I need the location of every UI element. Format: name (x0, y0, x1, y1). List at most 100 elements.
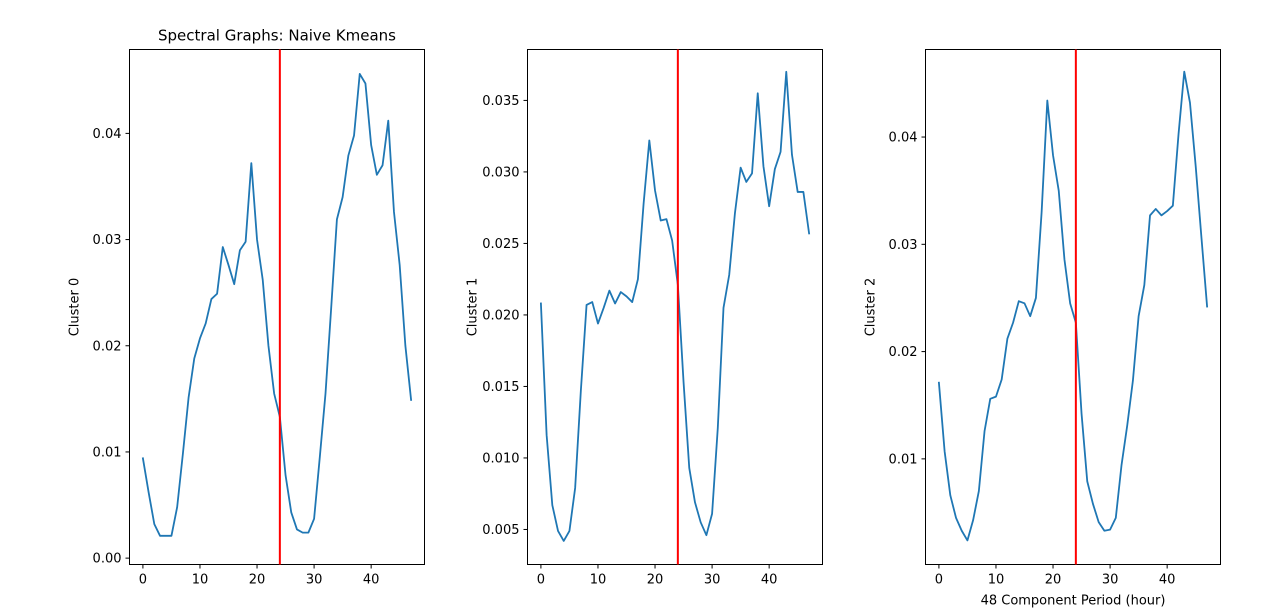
chart-1-y-tick-label-0: 0.005 (482, 523, 519, 538)
chart-2-point-38 (1154, 207, 1157, 210)
chart-2-point-8 (983, 429, 986, 432)
chart-2-point-43 (1183, 70, 1186, 73)
chart-0-y-tick-label-1: 0.01 (93, 445, 122, 460)
chart-2-point-5 (966, 539, 969, 542)
chart-1-axes-frame (527, 49, 823, 565)
chart-2-y-tick-label-1: 0.02 (889, 345, 918, 360)
chart-1-point-7 (579, 389, 582, 392)
chart-1-x-tick-label-1: 10 (590, 573, 607, 588)
chart-0-axes-frame (129, 49, 425, 565)
chart-1-point-0 (539, 302, 542, 305)
chart-2-point-36 (1143, 283, 1146, 286)
chart-2-x-tick-label-2: 20 (1045, 573, 1062, 588)
chart-0-point-6 (176, 506, 179, 509)
chart-1-point-23 (671, 239, 674, 242)
chart-0-point-4 (164, 534, 167, 537)
chart-1-point-2 (551, 504, 554, 507)
chart-1-point-10 (596, 322, 599, 325)
chart-0-point-2 (153, 523, 156, 526)
chart-0-point-25 (284, 474, 287, 477)
chart-2-point-33 (1126, 424, 1129, 427)
chart-0-point-0 (141, 457, 144, 460)
chart-1-point-36 (745, 180, 748, 183)
chart-1-point-14 (619, 290, 622, 293)
chart-2-point-44 (1188, 101, 1191, 104)
chart-0-point-31 (318, 456, 321, 459)
chart-0-x-tick-label-0: 0 (139, 573, 147, 588)
chart-2-point-29 (1103, 529, 1106, 532)
chart-0-point-16 (233, 283, 236, 286)
chart-1-point-28 (699, 521, 702, 524)
chart-0-point-13 (215, 292, 218, 295)
chart-2-x-tick-label-1: 10 (988, 573, 1005, 588)
chart-1-point-11 (602, 306, 605, 309)
chart-2-y-tick-label-3: 0.04 (889, 131, 918, 146)
chart-0-point-7 (181, 452, 184, 455)
chart-0-point-5 (170, 534, 173, 537)
chart-2-ylabel: Cluster 2 (864, 278, 879, 337)
chart-1-point-30 (710, 512, 713, 515)
chart-1-point-40 (768, 205, 771, 208)
chart-2-point-7 (977, 489, 980, 492)
chart-0-point-26 (290, 511, 293, 514)
chart-2-point-45 (1194, 164, 1197, 167)
chart-0-point-43 (387, 119, 390, 122)
chart-2-point-15 (1023, 302, 1026, 305)
chart-0-point-22 (267, 344, 270, 347)
chart-0-point-8 (187, 396, 190, 399)
chart-2-point-27 (1091, 502, 1094, 505)
chart-1-ylabel: Cluster 1 (466, 278, 481, 337)
chart-1-point-22 (665, 218, 668, 221)
chart-2-point-0 (937, 381, 940, 384)
chart-1-y-tick-label-5: 0.030 (482, 165, 519, 180)
chart-1-point-41 (773, 167, 776, 170)
chart-1-x-tick-label-2: 20 (647, 573, 664, 588)
chart-0-point-3 (158, 534, 161, 537)
chart-0-point-23 (273, 392, 276, 395)
chart-0-y-tick-label-2: 0.02 (93, 339, 122, 354)
chart-1-point-13 (613, 302, 616, 305)
chart-1-point-3 (556, 529, 559, 532)
chart-1-point-45 (796, 190, 799, 193)
chart-0-point-9 (193, 357, 196, 360)
chart-0-x-tick-label-4: 40 (363, 573, 380, 588)
chart-2-point-25 (1080, 412, 1083, 415)
chart-0-point-15 (227, 263, 230, 266)
chart-2-axes-frame (925, 49, 1221, 565)
chart-2-xlabel: 48 Component Period (hour) (981, 594, 1166, 609)
chart-2-point-1 (943, 450, 946, 453)
chart-0-point-21 (261, 278, 264, 281)
chart-0-ylabel: Cluster 0 (68, 278, 83, 337)
chart-0-y-tick-label-0: 0.00 (93, 552, 122, 567)
chart-1-point-1 (545, 433, 548, 436)
chart-1: 0 10 20 30 40 0.005 0.010 0.015 0.020 0.025 0.030 0… (466, 49, 823, 588)
chart-2-point-22 (1063, 258, 1066, 261)
chart-2-point-40 (1166, 209, 1169, 212)
chart-2-point-26 (1086, 480, 1089, 483)
chart-2-point-46 (1200, 235, 1203, 238)
chart-1-x-tick-label-0: 0 (537, 573, 545, 588)
chart-1-point-18 (642, 202, 645, 205)
chart-0-point-12 (210, 297, 213, 300)
chart-2-point-20 (1051, 154, 1054, 157)
chart-1-point-19 (648, 139, 651, 142)
chart-2-point-6 (972, 518, 975, 521)
chart-0-point-29 (307, 531, 310, 534)
chart-1-point-9 (591, 300, 594, 303)
chart-2-point-12 (1006, 337, 1009, 340)
chart-1-point-8 (585, 303, 588, 306)
chart-1-point-35 (739, 166, 742, 169)
chart-2-point-30 (1108, 528, 1111, 531)
chart-2-point-3 (954, 516, 957, 519)
chart-0-point-35 (341, 195, 344, 198)
chart-0-point-17 (238, 249, 241, 252)
chart-0-point-1 (147, 491, 150, 494)
chart-1-point-4 (562, 539, 565, 542)
chart-2-point-9 (989, 397, 992, 400)
chart-2-point-28 (1097, 521, 1100, 524)
chart-1-point-32 (722, 306, 725, 309)
chart-0-point-46 (404, 344, 407, 347)
chart-2-x-tick-label-4: 40 (1159, 573, 1176, 588)
chart-1-point-21 (659, 219, 662, 222)
chart-2-point-18 (1040, 211, 1043, 214)
